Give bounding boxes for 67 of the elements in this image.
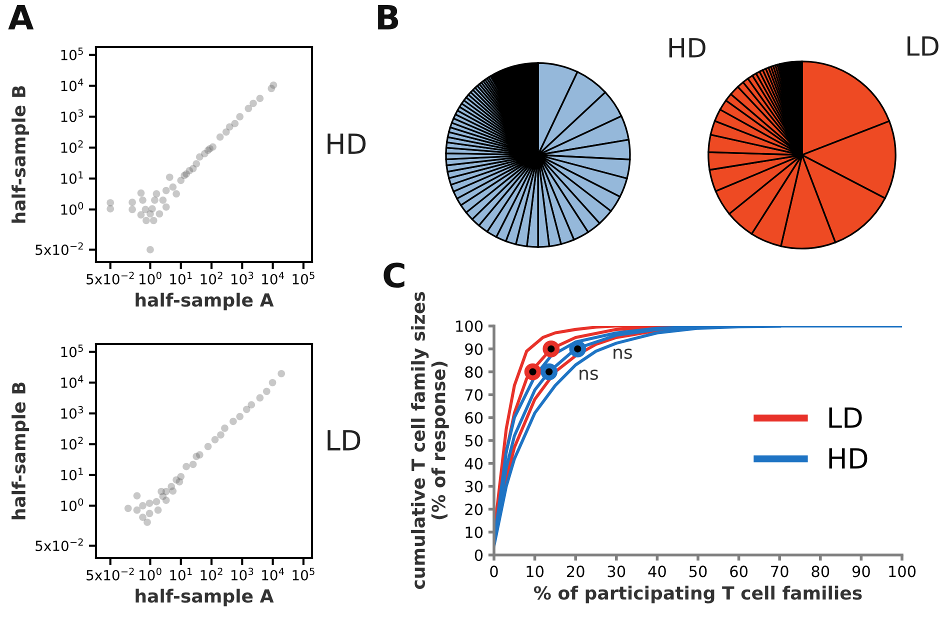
x-axis-title: half-sample A	[136, 292, 274, 310]
y-axis-title: cumulative T cell family sizes (% of response)	[411, 292, 449, 590]
x-tick-label: 80	[812, 566, 830, 578]
x-tick-label: 10$^{4}$	[262, 272, 284, 284]
y-tick-label: 10$^{2}$	[61, 140, 83, 154]
x-tick-label: 0	[490, 566, 498, 578]
x-tick-label: 10$^{2}$	[200, 568, 222, 580]
text: HD	[328, 134, 366, 154]
y-tick-label: 50	[465, 434, 483, 447]
y-tick-label: 10$^{3}$	[61, 109, 83, 122]
y-tick-label: 20	[465, 504, 483, 516]
y-tick-label: 10$^{4}$	[61, 375, 84, 388]
text: B	[378, 5, 398, 30]
y-tick-label: 10$^{0}$	[61, 202, 84, 215]
x-tick-label: 20	[567, 566, 584, 578]
y-axis-title: half-sample B	[12, 86, 30, 223]
y-tick-label: 90	[465, 343, 483, 355]
text: C	[384, 262, 404, 288]
annotation: ns	[614, 348, 632, 359]
x-tick-label: 5x10$^{−2}$	[86, 568, 134, 580]
x-tick-label: 10$^{5}$	[292, 568, 314, 580]
y-tick-label: 30	[465, 480, 483, 492]
legend-label: LD	[829, 408, 862, 428]
x-tick-label: 100	[889, 566, 916, 578]
x-tick-label: 5x10$^{−2}$	[86, 272, 134, 284]
y-tick-label: 5x10$^{−2}$	[36, 242, 83, 256]
y-tick-label: 10$^{0}$	[61, 498, 84, 512]
y-tick-label: 10	[466, 526, 483, 538]
x-tick-label: 10$^{0}$	[140, 272, 162, 284]
legend-label: HD	[829, 448, 868, 469]
y-tick-label: 80	[465, 366, 483, 378]
x-tick-label: 10$^{3}$	[231, 568, 254, 580]
x-tick-label: 10$^{5}$	[292, 272, 314, 284]
x-tick-label: 30	[608, 566, 626, 578]
y-tick-label: 0	[474, 549, 483, 562]
x-tick-label: 10$^{3}$	[231, 272, 254, 284]
x-tick-label: 10$^{2}$	[200, 272, 222, 284]
y-tick-label: 5x10$^{−2}$	[36, 538, 83, 552]
y-tick-label: 10$^{5}$	[61, 48, 83, 60]
x-tick-label: 10$^{1}$	[170, 568, 192, 580]
text: HD	[669, 38, 706, 58]
y-tick-label: 70	[465, 389, 483, 401]
chart-title: LD	[908, 36, 938, 56]
x-tick-label: 70	[771, 566, 788, 578]
annotation: ns	[580, 370, 598, 380]
x-axis-title: % of participating T cell families	[534, 586, 862, 604]
y-tick-label: 40	[464, 458, 483, 470]
y-tick-label: 10$^{5}$	[61, 344, 83, 358]
x-tick-label: 10	[526, 566, 544, 578]
y-tick-label: 10$^{2}$	[61, 436, 83, 450]
x-tick-label: 40	[648, 566, 666, 578]
y-tick-label: 10$^{4}$	[61, 78, 84, 92]
x-tick-label: 10$^{1}$	[170, 272, 192, 284]
text: LD	[328, 430, 360, 450]
y-tick-label: 10$^{1}$	[61, 468, 83, 480]
x-tick-label: 90	[852, 566, 870, 578]
y-tick-label: 10$^{3}$	[61, 406, 83, 419]
y-tick-label: 100	[456, 320, 483, 332]
y-tick-label: 60	[465, 412, 483, 424]
x-tick-label: 10$^{0}$	[140, 568, 162, 580]
x-axis-title: half-sample A	[136, 588, 274, 606]
x-tick-label: 60	[730, 566, 748, 578]
x-tick-label: 10$^{4}$	[262, 568, 284, 580]
text: A	[8, 5, 34, 30]
x-tick-label: 50	[689, 566, 707, 578]
y-axis-title: half-sample B	[12, 382, 30, 520]
y-tick-label: 10$^{1}$	[61, 171, 83, 184]
